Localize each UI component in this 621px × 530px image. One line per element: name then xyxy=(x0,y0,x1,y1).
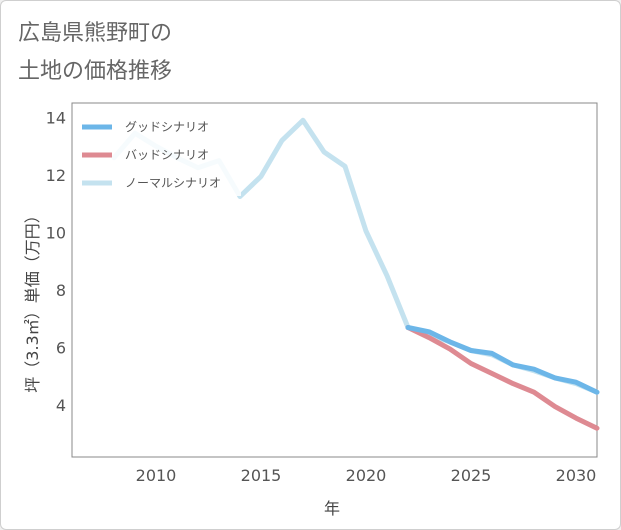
x-tick-label: 2010 xyxy=(136,466,177,485)
y-tick-label: 10 xyxy=(46,224,66,243)
y-tick-label: 12 xyxy=(46,166,66,185)
y-tick-label: 14 xyxy=(46,108,66,127)
x-tick-label: 2025 xyxy=(451,466,492,485)
legend-label: バッドシナリオ xyxy=(125,148,209,162)
x-tick-label: 2015 xyxy=(241,466,282,485)
y-tick-label: 6 xyxy=(56,339,66,358)
series-line-0 xyxy=(405,325,600,395)
x-axis-label: 年 xyxy=(324,499,340,518)
y-axis-label: 坪（3.3㎡）単価（万円） xyxy=(23,207,42,392)
y-tick-label: 8 xyxy=(56,281,66,300)
chart-title-line-2: 土地の価格推移 xyxy=(18,59,173,84)
legend-label: ノーマルシナリオ xyxy=(125,176,221,190)
y-tick-label: 4 xyxy=(56,396,66,415)
chart-title-line-1: 広島県熊野町の xyxy=(18,21,173,46)
legend-label: グッドシナリオ xyxy=(125,120,209,134)
x-tick-label: 2020 xyxy=(346,466,387,485)
x-tick-label: 2030 xyxy=(556,466,597,485)
series-line-1 xyxy=(405,325,600,431)
chart-title: 広島県熊野町の 土地の価格推移 xyxy=(18,15,172,91)
